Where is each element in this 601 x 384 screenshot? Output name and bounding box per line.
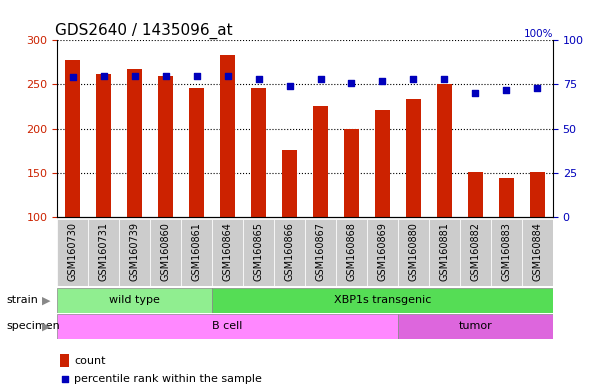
Bar xyxy=(375,110,390,217)
Text: wild type: wild type xyxy=(109,295,160,306)
Bar xyxy=(57,219,88,286)
Text: count: count xyxy=(75,356,106,366)
Point xyxy=(502,87,511,93)
Bar xyxy=(212,288,553,313)
Bar xyxy=(406,99,421,217)
Bar xyxy=(212,219,243,286)
Bar xyxy=(220,55,235,217)
Bar xyxy=(96,74,111,217)
Bar xyxy=(127,70,142,217)
Bar xyxy=(313,106,328,217)
Bar xyxy=(460,219,491,286)
Text: GSM160861: GSM160861 xyxy=(192,222,201,281)
Bar xyxy=(529,172,545,217)
Bar xyxy=(437,84,452,217)
Point xyxy=(532,85,542,91)
Text: percentile rank within the sample: percentile rank within the sample xyxy=(75,374,262,384)
Point xyxy=(68,74,78,81)
Bar xyxy=(189,88,204,217)
Text: GSM160880: GSM160880 xyxy=(409,222,418,281)
Bar xyxy=(65,60,81,217)
Text: GSM160866: GSM160866 xyxy=(284,222,294,281)
Text: tumor: tumor xyxy=(459,321,492,331)
Bar xyxy=(282,150,297,217)
Bar xyxy=(251,88,266,217)
Bar xyxy=(367,219,398,286)
Point xyxy=(192,73,201,79)
Bar xyxy=(468,172,483,217)
Bar xyxy=(150,219,181,286)
Text: ▶: ▶ xyxy=(42,295,50,306)
Bar xyxy=(522,219,553,286)
Point xyxy=(440,76,450,82)
Point xyxy=(471,90,480,96)
Text: GSM160730: GSM160730 xyxy=(67,222,78,281)
Bar xyxy=(336,219,367,286)
Text: strain: strain xyxy=(6,295,38,306)
Point xyxy=(316,76,325,82)
Point xyxy=(347,79,356,86)
Bar xyxy=(57,288,212,313)
Point xyxy=(59,376,69,382)
Bar xyxy=(88,219,119,286)
Bar xyxy=(491,219,522,286)
Bar xyxy=(119,219,150,286)
Text: GSM160864: GSM160864 xyxy=(222,222,233,281)
Bar xyxy=(499,178,514,217)
Text: GSM160869: GSM160869 xyxy=(377,222,388,281)
Point xyxy=(377,78,387,84)
Text: GSM160867: GSM160867 xyxy=(316,222,326,281)
Bar xyxy=(398,314,553,339)
Point xyxy=(130,73,139,79)
Text: GSM160860: GSM160860 xyxy=(160,222,171,281)
Point xyxy=(254,76,263,82)
Bar xyxy=(305,219,336,286)
Point xyxy=(160,73,170,79)
Text: GSM160883: GSM160883 xyxy=(501,222,511,281)
Point xyxy=(99,73,108,79)
Bar xyxy=(274,219,305,286)
Text: GSM160868: GSM160868 xyxy=(347,222,356,281)
Text: ▶: ▶ xyxy=(42,321,50,331)
Text: GSM160865: GSM160865 xyxy=(254,222,263,281)
Bar xyxy=(344,129,359,217)
Text: GDS2640 / 1435096_at: GDS2640 / 1435096_at xyxy=(55,23,232,39)
Bar xyxy=(181,219,212,286)
Text: XBP1s transgenic: XBP1s transgenic xyxy=(334,295,431,306)
Bar xyxy=(429,219,460,286)
Text: GSM160881: GSM160881 xyxy=(439,222,450,281)
Bar xyxy=(398,219,429,286)
Text: GSM160884: GSM160884 xyxy=(532,222,543,281)
Text: 100%: 100% xyxy=(523,28,553,38)
Text: B cell: B cell xyxy=(212,321,243,331)
Text: GSM160739: GSM160739 xyxy=(130,222,139,281)
Text: GSM160882: GSM160882 xyxy=(471,222,480,281)
Bar xyxy=(57,314,398,339)
Bar xyxy=(243,219,274,286)
Point xyxy=(409,76,418,82)
Bar xyxy=(158,76,173,217)
Bar xyxy=(59,354,70,367)
Point xyxy=(285,83,294,89)
Text: GSM160731: GSM160731 xyxy=(99,222,109,281)
Text: specimen: specimen xyxy=(6,321,59,331)
Point xyxy=(223,73,233,79)
